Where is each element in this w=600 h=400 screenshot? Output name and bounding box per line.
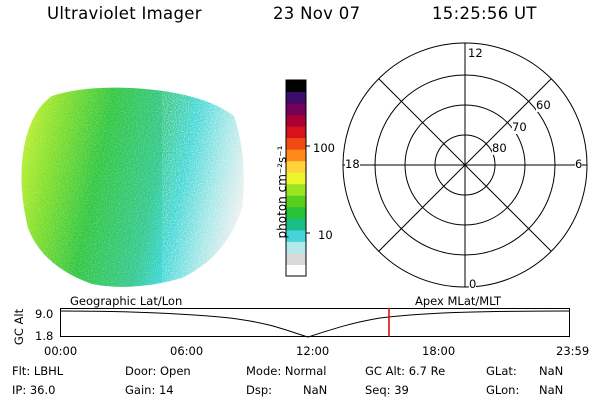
polar-plot bbox=[342, 42, 588, 288]
colorbar-cell bbox=[286, 252, 306, 265]
colorbar-tick-label-100: 100 bbox=[313, 141, 335, 155]
observation-time: 15:25:56 UT bbox=[432, 4, 537, 23]
colorbar-cell bbox=[286, 218, 306, 231]
colorbar-cell bbox=[286, 126, 306, 139]
door-value: Door: Open bbox=[125, 364, 191, 378]
colorbar-cell bbox=[286, 80, 306, 93]
colorbar-cell bbox=[286, 183, 306, 196]
gc-alt-curve bbox=[59, 310, 570, 338]
filter-value: Flt: LBHL bbox=[12, 364, 64, 378]
dsp-label: Dsp: bbox=[246, 383, 273, 397]
polar-diagonal-2 bbox=[378, 78, 552, 252]
colorbar-cell bbox=[286, 149, 306, 162]
dsp-value: NaN bbox=[303, 383, 328, 397]
colorbar-cell bbox=[286, 264, 306, 277]
polar-label-lat-60: 60 bbox=[536, 98, 551, 112]
colorbar-cell bbox=[286, 241, 306, 254]
mode-value: Mode: Normal bbox=[246, 364, 327, 378]
colorbar-tick-label-10: 10 bbox=[318, 228, 333, 242]
observation-date: 23 Nov 07 bbox=[273, 4, 361, 23]
timeline-left-title: Geographic Lat/Lon bbox=[70, 294, 183, 308]
gc-alt-value: GC Alt: 6.7 Re bbox=[365, 364, 446, 378]
timeline-axis-label: GC Alt bbox=[12, 308, 26, 346]
colorbar-cell bbox=[286, 172, 306, 185]
colorbar-cell bbox=[286, 195, 306, 208]
glat-value: NaN bbox=[539, 364, 564, 378]
glon-value: NaN bbox=[539, 383, 564, 397]
glon-label: GLon: bbox=[486, 383, 520, 397]
colorbar-cell bbox=[286, 137, 306, 150]
timeline-x-label-1200: 12:00 bbox=[296, 344, 330, 358]
timeline-x-label-0000: 00:00 bbox=[44, 344, 78, 358]
colorbar bbox=[285, 79, 310, 277]
ip-value: IP: 36.0 bbox=[12, 383, 56, 397]
polar-label-mlt-12: 12 bbox=[468, 46, 483, 60]
polar-label-lat-70: 70 bbox=[512, 120, 527, 134]
colorbar-unit-label: photon cm⁻²s⁻¹ bbox=[275, 145, 289, 239]
page-title: Ultraviolet Imager bbox=[47, 4, 202, 23]
auroral-image bbox=[21, 87, 244, 287]
polar-label-lat-80: 80 bbox=[492, 141, 507, 155]
polar-label-mlt-6: 6 bbox=[575, 157, 583, 171]
image-disk bbox=[21, 87, 244, 287]
timeline-right-title: Apex MLat/MLT bbox=[415, 294, 502, 308]
colorbar-cell bbox=[286, 103, 306, 116]
polar-label-mlt-0: 0 bbox=[469, 277, 477, 291]
timeline-plot bbox=[59, 308, 570, 338]
glat-label: GLat: bbox=[486, 364, 517, 378]
timeline-x-label-0600: 06:00 bbox=[170, 344, 204, 358]
timeline-x-label-1800: 18:00 bbox=[422, 344, 456, 358]
timeline-y-label-bottom: 1.8 bbox=[35, 329, 54, 343]
colorbar-cell bbox=[286, 229, 306, 242]
colorbar-cell bbox=[286, 114, 306, 127]
colorbar-cell bbox=[286, 206, 306, 219]
gain-value: Gain: 14 bbox=[125, 383, 174, 397]
timeline-x-label-2359: 23:59 bbox=[556, 344, 590, 358]
polar-label-mlt-18: 18 bbox=[345, 157, 360, 171]
timeline-y-label-top: 9.0 bbox=[35, 307, 54, 321]
seq-value: Seq: 39 bbox=[365, 383, 409, 397]
colorbar-cell bbox=[286, 160, 306, 173]
colorbar-cell bbox=[286, 91, 306, 104]
